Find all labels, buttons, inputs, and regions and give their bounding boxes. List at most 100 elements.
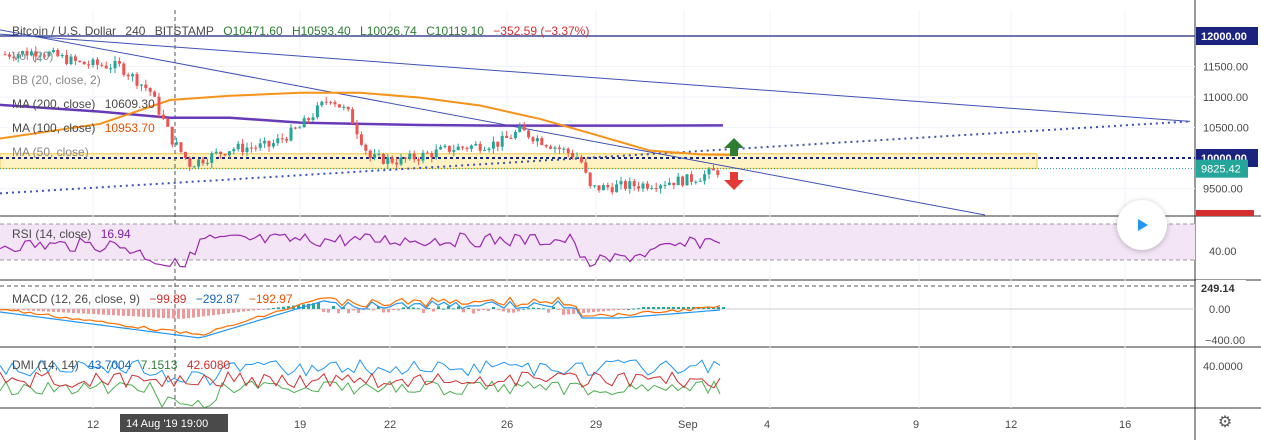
candle-body xyxy=(566,148,570,153)
candle-body xyxy=(302,118,306,128)
dmi-label: DMI (14, 14) xyxy=(12,358,79,372)
candle-body xyxy=(236,143,240,150)
macd-label: MACD (12, 26, close, 9) xyxy=(12,292,141,306)
candle-body xyxy=(166,118,170,127)
candle-body xyxy=(122,63,126,75)
macd-histogram-bar xyxy=(442,308,445,310)
candle-body xyxy=(192,166,196,168)
candle-body xyxy=(593,185,597,187)
macd-histogram-bar xyxy=(272,307,275,309)
macd-histogram-bar xyxy=(637,308,640,310)
macd-histogram-bar xyxy=(587,309,590,313)
bb-legend[interactable]: BB (20, close, 2) xyxy=(12,73,101,87)
candle-body xyxy=(25,51,29,56)
candle-body xyxy=(324,101,328,103)
candle-body xyxy=(267,140,271,147)
candle-body xyxy=(157,96,161,115)
macd-histogram-bar xyxy=(372,309,375,311)
interval[interactable]: 240 xyxy=(125,24,146,38)
symbol-name[interactable]: Bitcoin / U.S. Dollar xyxy=(12,24,117,38)
candle-body xyxy=(689,174,693,182)
macd-histogram-bar xyxy=(362,309,365,310)
candle-body xyxy=(425,152,429,154)
macd-legend[interactable]: MACD (12, 26, close, 9) −99.89 −292.87 −… xyxy=(12,292,299,306)
rsi-value: 16.94 xyxy=(100,227,131,241)
candle-body xyxy=(698,180,702,182)
macd-histogram-bar xyxy=(217,309,220,315)
exchange: BITSTAMP xyxy=(154,24,214,38)
candle-body xyxy=(456,146,460,151)
time-cursor-label: 14 Aug '19 19:00 xyxy=(126,418,208,430)
candle-body xyxy=(619,181,623,185)
macd-histogram-bar xyxy=(107,309,110,315)
macd-histogram-bar xyxy=(262,309,265,310)
candle-body xyxy=(461,146,465,148)
candle-body xyxy=(518,125,522,132)
candle-body xyxy=(575,157,579,159)
macd-histogram-bar xyxy=(352,309,355,311)
macd-histogram-bar xyxy=(657,307,660,309)
candle-body xyxy=(672,182,676,186)
candle-body xyxy=(540,138,544,146)
candle-body xyxy=(377,154,381,156)
candle-body xyxy=(579,157,583,163)
candle-body xyxy=(408,153,412,159)
price-tag-bg xyxy=(1196,159,1248,178)
vol-legend[interactable]: Vol (20) xyxy=(12,49,54,63)
macd-histogram-bar xyxy=(427,307,430,309)
macd-histogram-bar xyxy=(607,309,610,311)
ma200-legend[interactable]: MA (200, close) 10609.30 xyxy=(12,97,161,111)
macd-histogram-bar xyxy=(557,309,560,310)
candle-body xyxy=(47,52,51,57)
macd-histogram-bar xyxy=(47,309,50,312)
candle-body xyxy=(522,125,526,131)
macd-histogram-bar xyxy=(462,309,465,313)
macd-tag-bg xyxy=(1196,280,1246,296)
candle-body xyxy=(355,123,359,135)
candle-body xyxy=(109,68,113,70)
candle-body xyxy=(439,147,443,150)
macd-axis-bot: −400.00 xyxy=(1205,335,1245,347)
candle-body xyxy=(650,188,654,190)
macd-histogram-bar xyxy=(417,308,420,310)
candle-body xyxy=(95,59,99,65)
macd-histogram-bar xyxy=(632,308,635,310)
rsi-legend[interactable]: RSI (14, close) 16.94 xyxy=(12,227,137,241)
play-button[interactable] xyxy=(1117,200,1167,250)
macd-histogram-bar xyxy=(552,306,555,309)
candle-body xyxy=(395,162,399,165)
candle-body xyxy=(69,56,73,64)
gear-icon[interactable]: ⚙ xyxy=(1217,414,1233,431)
candle-body xyxy=(597,185,601,191)
dmi-legend[interactable]: DMI (14, 14) 43.7004 7.1513 42.6080 xyxy=(12,358,236,372)
macd-histogram-bar xyxy=(287,306,290,309)
macd-histogram-bar xyxy=(382,309,385,313)
candle-body xyxy=(34,51,38,57)
candle-body xyxy=(263,140,267,144)
candle-body xyxy=(443,145,447,148)
macd-histogram-bar xyxy=(507,309,510,313)
play-icon xyxy=(1138,219,1148,231)
candle-body xyxy=(403,157,407,159)
macd-histogram-bar xyxy=(77,309,80,314)
candle-body xyxy=(386,157,390,164)
ma50-legend[interactable]: MA (50, close) xyxy=(12,145,89,159)
macd-histogram-bar xyxy=(212,309,215,316)
ohlc-change: −352.59 (−3.37%) xyxy=(493,24,590,38)
macd-histogram-bar xyxy=(17,309,20,310)
macd-histogram-bar xyxy=(502,309,505,312)
macd-histogram-bar xyxy=(422,309,425,314)
macd-histogram-bar xyxy=(282,306,285,309)
candle-body xyxy=(197,159,201,167)
time-axis-label: Sep xyxy=(678,419,698,431)
macd-histogram-bar xyxy=(392,309,395,310)
rsi-band xyxy=(0,224,1195,260)
macd-histogram-bar xyxy=(387,309,390,313)
candle-body xyxy=(91,59,95,66)
rsi-line xyxy=(0,232,721,268)
candle-body xyxy=(82,61,86,65)
ma100-legend[interactable]: MA (100, close) 10953.70 xyxy=(12,121,161,135)
candle-body xyxy=(509,137,513,139)
